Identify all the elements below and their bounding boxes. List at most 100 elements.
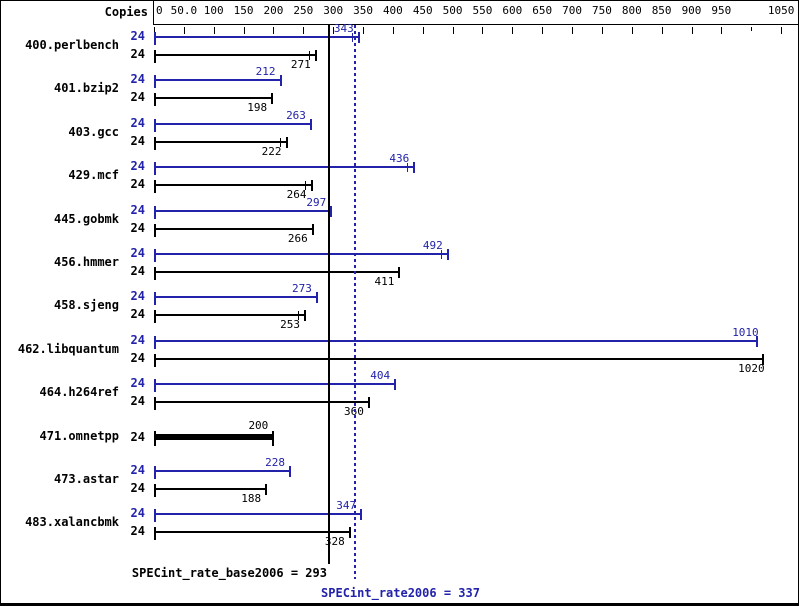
benchmark-name-label: 471.omnetpp — [39, 428, 119, 443]
bar-origin-cap — [154, 180, 156, 194]
bottom-rule — [1, 603, 798, 605]
axis-tick-mark — [154, 27, 155, 34]
benchmark-row: 462.libquantum 24 24 1010 1020 — [1, 326, 798, 375]
bar-origin-cap — [154, 509, 156, 523]
benchmark-row: 401.bzip2 24 24 212 198 — [1, 65, 798, 114]
axis-tick-mark — [452, 27, 454, 34]
benchmark-row: 429.mcf 24 24 436 264 — [1, 152, 798, 202]
benchmark-row: 464.h264ref 24 24 404 360 — [1, 369, 798, 418]
bar-value-label: 1020 — [738, 361, 765, 375]
copies-value-base: 24 — [130, 220, 145, 235]
bar-origin-cap — [154, 75, 156, 89]
copies-value-peak: 24 — [130, 506, 145, 521]
copies-value-peak: 24 — [130, 202, 145, 217]
benchmark-bar-peak — [154, 253, 448, 255]
copies-value-base: 24 — [130, 90, 145, 105]
benchmark-row: 403.gcc 24 24 263 222 — [1, 109, 798, 158]
axis-tick-mark — [631, 27, 633, 34]
benchmark-bar-peak — [154, 296, 318, 299]
benchmark-bar-peak — [154, 209, 332, 212]
axis-tick-label: 50.0 — [170, 4, 198, 17]
bar-end-cap — [348, 527, 351, 539]
axis-tick-label: 100 — [203, 4, 224, 17]
axis-tick-label: 450 — [412, 4, 433, 17]
copies-value-base: 24 — [130, 524, 145, 539]
bar-value-label: 253 — [280, 318, 300, 332]
benchmark-row: 456.hmmer 24 24 492 411 — [1, 239, 798, 288]
axis-tick-mark — [721, 27, 723, 34]
benchmark-bar-peak — [154, 513, 362, 516]
axis-tick-label: 300 — [323, 4, 344, 17]
copies-value-peak: 24 — [130, 376, 145, 391]
bar-value-label: 188 — [241, 492, 262, 505]
bar-origin-cap — [154, 162, 156, 176]
benchmark-bar-peak — [154, 383, 396, 386]
bar-value-label: 360 — [344, 405, 364, 418]
bar-error-tick — [351, 33, 353, 42]
bar-origin-cap — [154, 335, 156, 349]
benchmark-bar-base — [154, 140, 287, 143]
benchmark-name-label: 456.hmmer — [53, 255, 119, 269]
axis-tick-mark — [422, 27, 424, 34]
bar-origin-cap — [154, 292, 156, 306]
copies-value: 24 — [130, 429, 145, 444]
axis-tick-mark — [183, 27, 185, 34]
copies-value-base: 24 — [130, 133, 145, 148]
axis-tick-mark — [303, 27, 305, 34]
bar-error-tick — [440, 250, 442, 259]
axis-tick-label: 250 — [293, 4, 314, 17]
benchmark-name-label: 401.bzip2 — [53, 81, 119, 96]
copies-value-base: 24 — [130, 264, 145, 278]
bar-end-cap — [446, 249, 449, 260]
axis-tick-label: 900 — [681, 4, 702, 17]
bar-end-cap — [285, 136, 288, 148]
bar-origin-cap — [154, 353, 156, 367]
benchmark-bar-base — [154, 488, 267, 490]
benchmark-name-label: 458.sjeng — [53, 298, 119, 313]
copies-value-base: 24 — [130, 350, 145, 365]
bar-end-cap — [360, 509, 363, 521]
benchmark-name-label: 464.h264ref — [39, 385, 119, 400]
bar-value-label: 343 — [333, 22, 354, 35]
bar-value-label: 492 — [422, 239, 443, 252]
benchmark-row: 471.omnetpp 24 200 — [1, 416, 798, 459]
bar-value-label: 264 — [286, 188, 307, 202]
benchmark-bar-base — [154, 401, 369, 404]
benchmark-name-label: 473.astar — [53, 472, 119, 486]
peak-summary-label: SPECint_rate2006 = 337 — [321, 585, 480, 600]
benchmark-bar-peak — [154, 339, 758, 342]
bar-value-label: 297 — [306, 195, 327, 209]
benchmark-name-label: 403.gcc — [68, 124, 119, 139]
axis-tick-label: 850 — [651, 4, 672, 17]
bar-end-cap — [357, 32, 360, 43]
axis-tick-mark — [572, 27, 574, 34]
bar-origin-cap — [154, 310, 156, 324]
bar-value-label: 347 — [336, 499, 357, 513]
bar-origin-cap — [154, 249, 156, 262]
axis-frame — [153, 1, 798, 25]
axis-tick-mark — [243, 27, 245, 34]
axis-tick-label: 500 — [442, 4, 463, 17]
benchmark-bar-base — [154, 531, 350, 534]
bar-value-label: 436 — [389, 152, 410, 166]
axis-tick-label: 1050 — [767, 4, 795, 17]
bar-value-label: 200 — [248, 418, 269, 432]
axis-tick-label: 800 — [621, 4, 642, 17]
bar-end-cap — [330, 205, 333, 217]
benchmark-row: 483.xalancbmk 24 24 347 328 — [1, 499, 798, 548]
axis-tick-mark — [213, 27, 215, 34]
bar-end-cap — [394, 379, 397, 391]
axis-tick-label: 350 — [353, 4, 373, 17]
axis-underline — [153, 24, 798, 25]
bar-error-tick — [279, 137, 281, 147]
benchmark-bar-merged — [154, 433, 274, 440]
copies-value-peak: 24 — [130, 289, 145, 304]
benchmark-bar-base — [154, 314, 306, 317]
benchmark-bar-base — [154, 357, 764, 360]
benchmark-bar-peak — [154, 470, 291, 472]
axis-tick-mark — [601, 27, 603, 34]
bar-origin-cap — [154, 50, 156, 63]
bar-value-label: 212 — [255, 65, 276, 79]
axis-tick-mark — [781, 27, 783, 34]
axis-tick-mark — [661, 27, 663, 34]
